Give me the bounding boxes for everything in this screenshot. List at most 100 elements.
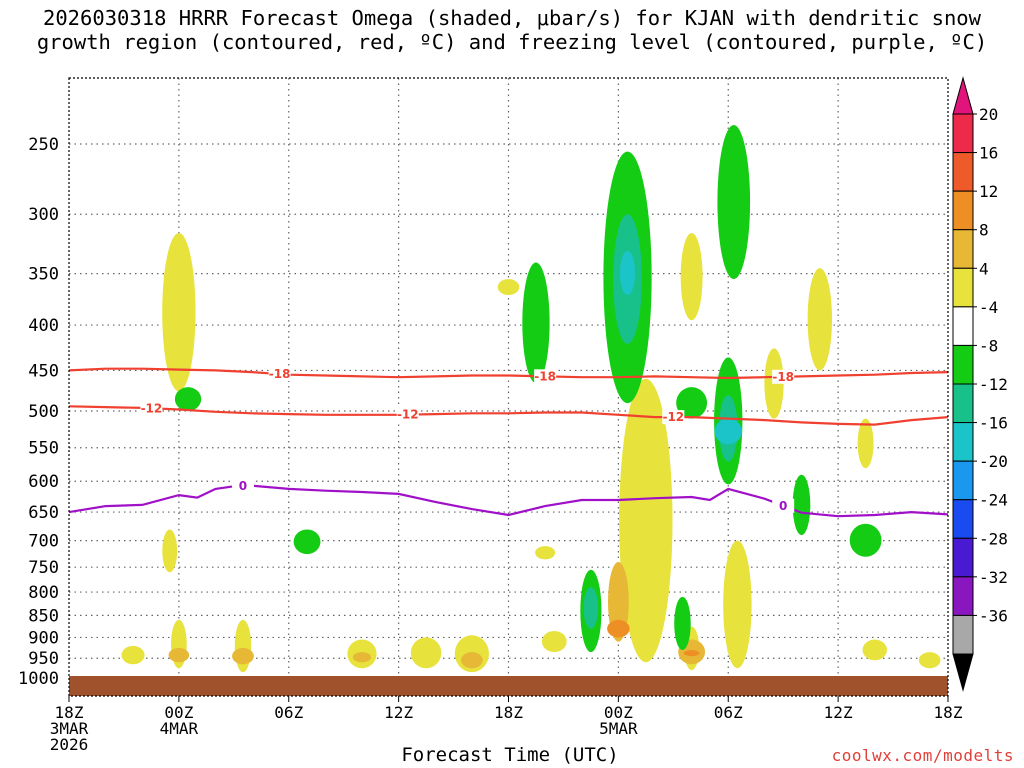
omega-region-38 — [293, 529, 321, 555]
omega-region-8 — [619, 378, 673, 663]
colorbar-label-10: -24 — [979, 491, 1008, 510]
y-tick-label-800: 800 — [28, 583, 59, 603]
omega-region-7 — [162, 529, 178, 573]
colorbar-swatch-9 — [952, 460, 974, 501]
colorbar-swatch-4 — [952, 267, 974, 308]
colorbar-swatch-6 — [952, 344, 974, 385]
x-tick-label-12-0: 06Z — [274, 703, 303, 722]
y-axis-ticks: 2503003504004505005506006507007508008509… — [18, 135, 59, 689]
chart-title: 2026030318 HRRR Forecast Omega (shaded, … — [0, 6, 1024, 54]
omega-region-1 — [497, 279, 520, 296]
y-tick-label-750: 750 — [28, 558, 59, 578]
colorbar-swatch-2 — [952, 190, 974, 231]
isotherm-label-2-0: 0 — [239, 479, 247, 493]
isotherm-label-0-0: -18 — [269, 367, 291, 381]
omega-region-9 — [723, 540, 752, 669]
omega-region-0 — [162, 233, 196, 392]
colorbar-swatch-10 — [952, 499, 974, 539]
chart-title-line-1: 2026030318 HRRR Forecast Omega (shaded, … — [43, 6, 981, 30]
omega-region-34 — [792, 474, 811, 536]
x-tick-label-36-0: 06Z — [714, 703, 743, 722]
y-tick-label-950: 950 — [28, 649, 59, 669]
y-tick-label-1000: 1000 — [18, 669, 59, 689]
isotherm-label-bg-2-0 — [231, 479, 254, 494]
ground-terrain — [69, 676, 948, 696]
omega-region-30 — [717, 125, 751, 280]
omega-region-39 — [849, 523, 882, 557]
isotherm-label-0-2: -18 — [772, 370, 794, 384]
omega-region-23 — [352, 652, 372, 663]
omega-region-6 — [857, 418, 874, 469]
isotherm-label-1-1: -12 — [397, 408, 419, 422]
colorbar-label-6: -8 — [979, 336, 998, 355]
isotherm-label-0-1: -18 — [534, 369, 556, 383]
omega-region-35 — [674, 596, 691, 651]
colorbar-label-7: -12 — [979, 375, 1008, 394]
x-tick-label-6-0: 00Z — [164, 703, 193, 722]
omega-region-5 — [807, 268, 833, 371]
omega-region-28 — [607, 619, 630, 638]
colorbar-swatch-12 — [952, 576, 974, 616]
colorbar: 20 16 12 8 4 -4 -8 -12 -16 -20 -24 -28 -32 -36 — [952, 76, 1008, 692]
colorbar-swatch-1 — [952, 152, 974, 192]
x-tick-label-0-1: 3MAR — [50, 719, 89, 738]
omega-region-44 — [583, 587, 599, 629]
y-tick-label-350: 350 — [28, 265, 59, 285]
y-tick-label-500: 500 — [28, 402, 59, 422]
isotherm-label-bg-1-2 — [662, 410, 685, 425]
y-tick-label-450: 450 — [28, 361, 59, 381]
y-tick-label-550: 550 — [28, 439, 59, 459]
omega-region-31 — [522, 262, 550, 384]
omega-region-27 — [683, 650, 700, 657]
x-tick-label-6-1: 4MAR — [160, 719, 199, 738]
x-tick-label-24-0: 18Z — [494, 703, 523, 722]
colorbar-top-arrow — [952, 76, 974, 115]
colorbar-label-2: 12 — [979, 182, 998, 201]
colorbar-swatch-11 — [952, 537, 974, 578]
omega-region-41 — [620, 250, 636, 296]
colorbar-label-5: -4 — [979, 298, 998, 317]
omega-region-43 — [714, 418, 742, 445]
x-tick-label-30-1: 5MAR — [599, 719, 638, 738]
isotherm-label-1-2: -12 — [662, 410, 684, 424]
colorbar-label-4: 4 — [979, 259, 989, 278]
isotherm-label-bg-2-1 — [772, 498, 795, 513]
isotherm-label-bg-0-0 — [268, 367, 291, 382]
colorbar-label-12: -32 — [979, 568, 1008, 587]
x-axis-label: Forecast Time (UTC) — [401, 744, 619, 766]
y-tick-label-300: 300 — [28, 205, 59, 225]
colorbar-label-11: -28 — [979, 529, 1008, 548]
y-tick-label-650: 650 — [28, 503, 59, 523]
x-tick-label-30-0: 00Z — [604, 703, 633, 722]
colorbar-label-0: 20 — [979, 105, 998, 124]
omega-region-37 — [174, 387, 202, 412]
isotherm-label-bg-1-0 — [140, 401, 163, 416]
omega-region-12 — [121, 645, 145, 665]
colorbar-swatch-8 — [952, 422, 974, 462]
grid-lines — [69, 78, 948, 696]
omega-region-21 — [168, 647, 190, 663]
colorbar-swatch-5 — [952, 306, 974, 346]
omega-region-19 — [862, 639, 887, 661]
x-tick-label-42-0: 12Z — [824, 703, 853, 722]
x-tick-label-0-2: 2026 — [50, 735, 89, 754]
colorbar-swatch-0 — [952, 113, 974, 154]
isotherm-label-bg-0-1 — [534, 369, 557, 384]
isotherm-line-1 — [69, 405, 948, 426]
isotherm-line-0 — [69, 367, 948, 380]
isotherm-line-2 — [69, 484, 948, 518]
isotherm-label-1-0: -12 — [141, 401, 163, 415]
y-tick-label-600: 600 — [28, 472, 59, 492]
chart-title-line-2: growth region (contoured, red, ºC) and f… — [36, 30, 988, 54]
omega-region-3 — [680, 233, 703, 321]
colorbar-label-13: -36 — [979, 606, 1008, 625]
omega-region-13 — [410, 637, 442, 669]
isotherm-label-bg-1-1 — [396, 407, 419, 422]
y-tick-label-900: 900 — [28, 628, 59, 648]
omega-region-22 — [232, 647, 254, 665]
isotherm-contours: -18 -18 -18 -12 -12 -12 0 0 — [69, 367, 948, 518]
colorbar-label-1: 16 — [979, 144, 998, 163]
colorbar-swatch-7 — [952, 383, 974, 424]
colorbar-label-8: -16 — [979, 414, 1008, 433]
